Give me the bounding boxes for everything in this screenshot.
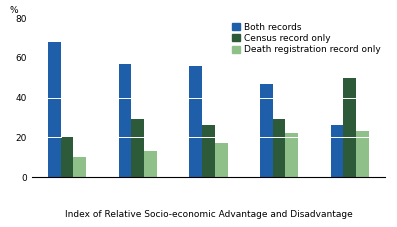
Bar — [215, 143, 227, 177]
Bar — [343, 78, 356, 177]
Bar — [189, 66, 202, 177]
Bar — [48, 42, 61, 177]
Bar — [73, 157, 86, 177]
Bar — [273, 119, 285, 177]
Bar — [285, 133, 298, 177]
Legend: Both records, Census record only, Death registration record only: Both records, Census record only, Death … — [232, 23, 381, 54]
Bar — [144, 151, 157, 177]
X-axis label: Index of Relative Socio-economic Advantage and Disadvantage: Index of Relative Socio-economic Advanta… — [65, 210, 352, 219]
Bar — [356, 131, 369, 177]
Bar — [119, 64, 131, 177]
Bar — [331, 125, 343, 177]
Bar — [260, 84, 273, 177]
Bar — [202, 125, 215, 177]
Bar — [61, 137, 73, 177]
Bar — [131, 119, 144, 177]
Y-axis label: %: % — [10, 6, 18, 15]
